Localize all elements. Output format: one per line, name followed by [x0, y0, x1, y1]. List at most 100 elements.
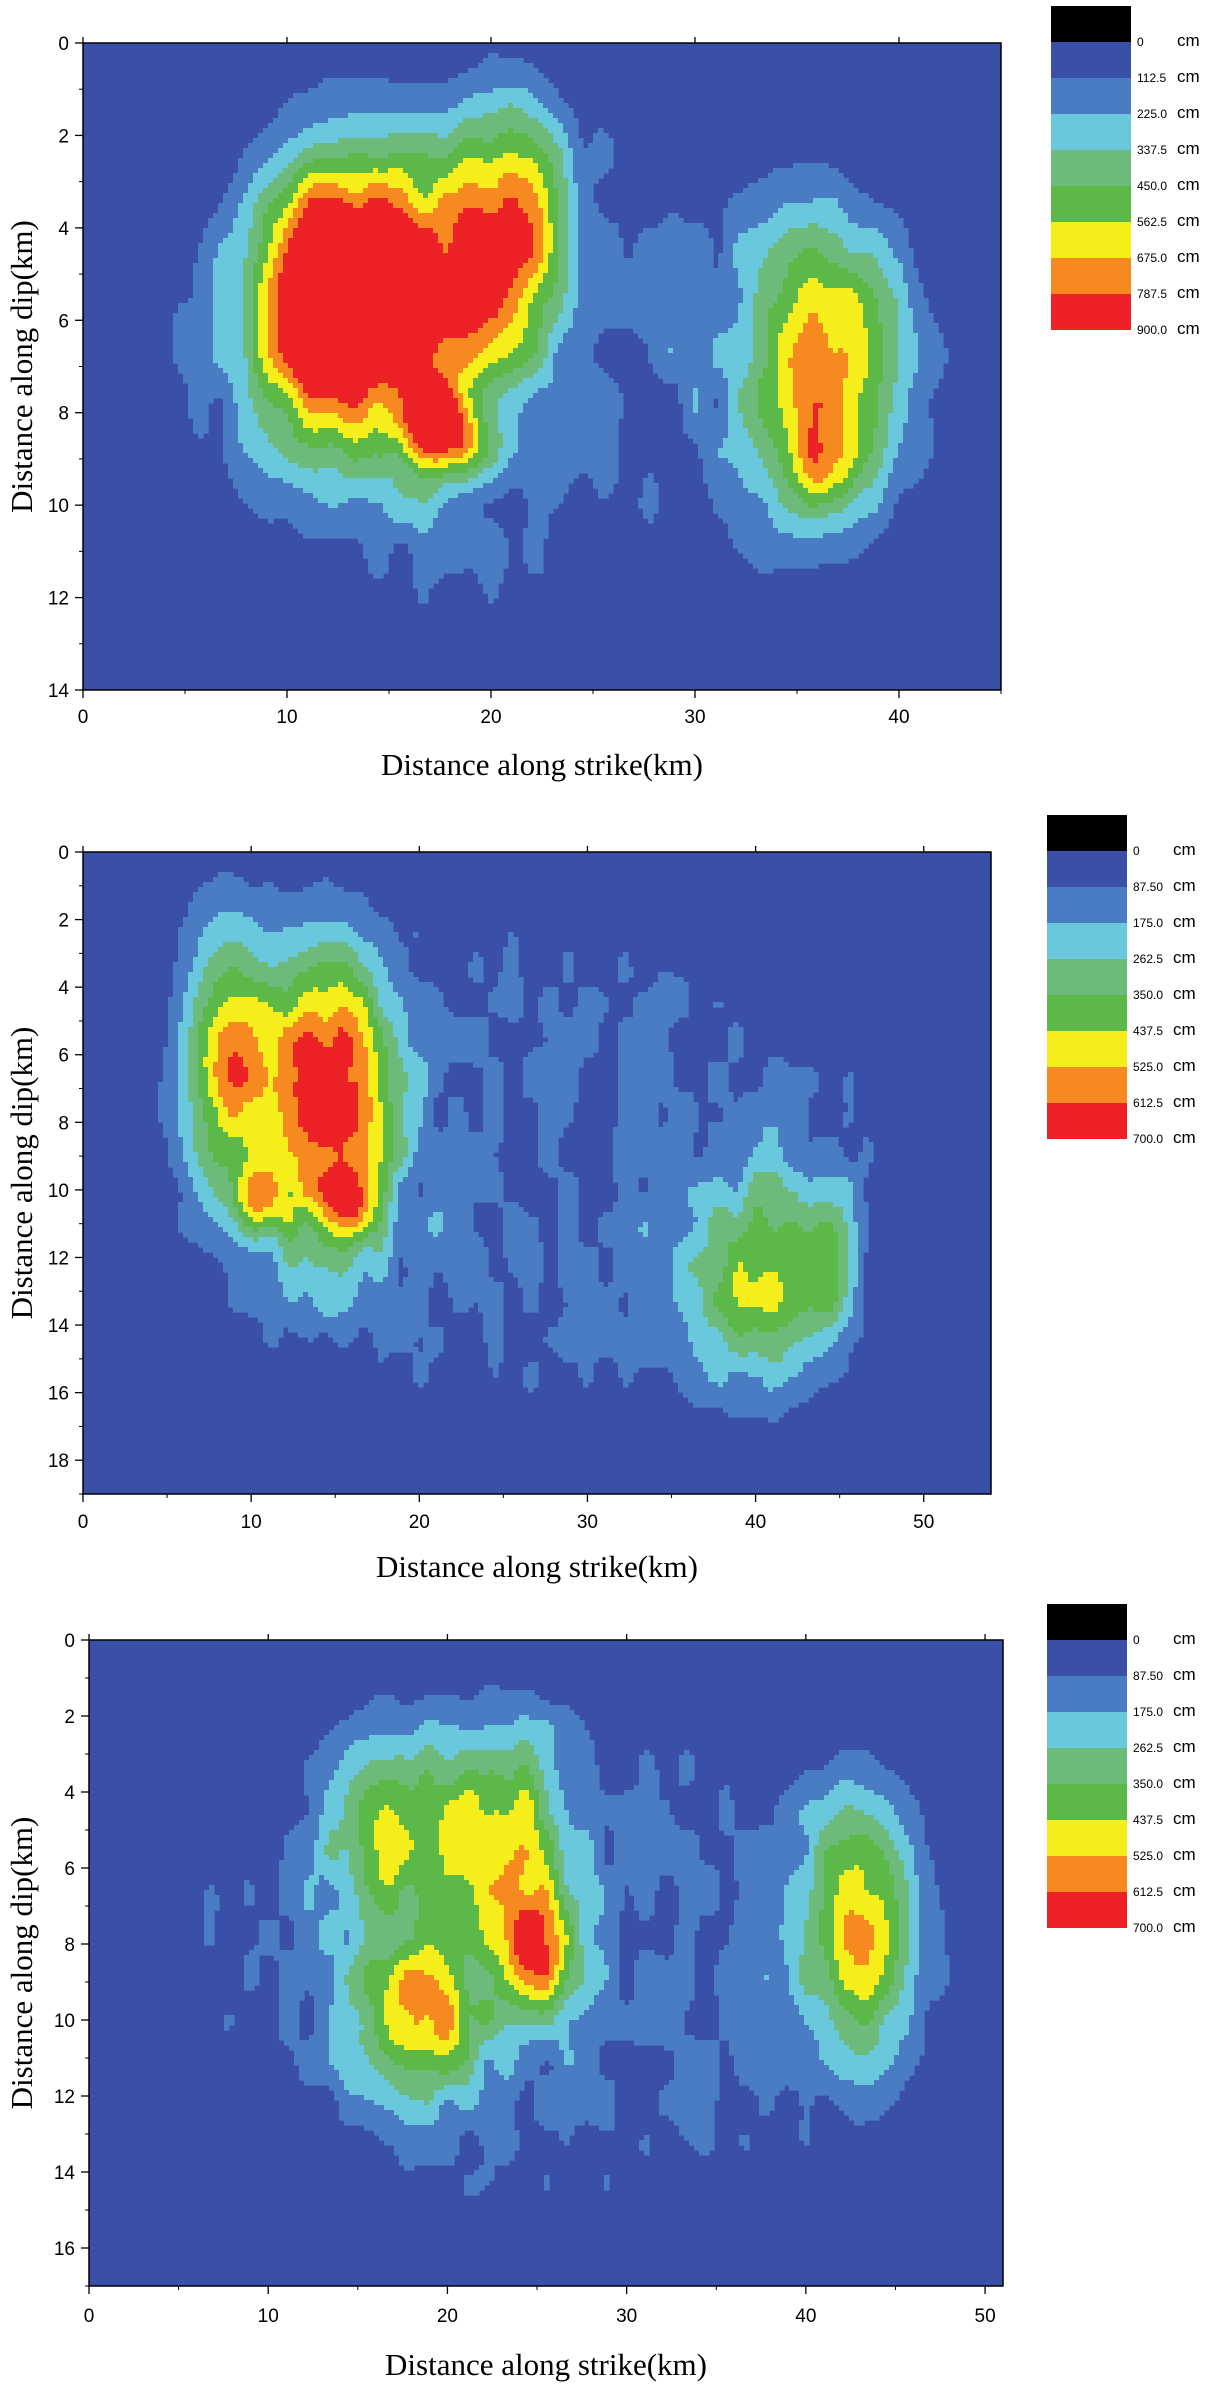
colorbar-unit-label: cm [1177, 247, 1200, 266]
colorbar-unit-label: cm [1177, 211, 1200, 230]
colorbar-unit-label: cm [1173, 1092, 1196, 1111]
colorbar-unit-label: cm [1173, 1881, 1196, 1900]
colorbar-swatch [1051, 42, 1131, 78]
colorbar-swatch [1051, 78, 1131, 114]
colorbar-level-label: 87.50 [1133, 1669, 1163, 1683]
colorbar-unit-label: cm [1173, 912, 1196, 931]
colorbar-swatch [1047, 815, 1127, 851]
x-tick-label: 40 [795, 2306, 816, 2327]
colorbar-level-label: 0 [1133, 844, 1140, 858]
colorbar-swatch [1047, 959, 1127, 995]
colorbar-swatch [1051, 186, 1131, 222]
x-tick-label: 30 [577, 1512, 598, 1533]
y-tick-label: 16 [48, 1384, 69, 1405]
colorbar-level-label: 450.0 [1137, 179, 1167, 193]
colorbar-swatch [1047, 1640, 1127, 1676]
colorbar-swatch [1051, 114, 1131, 150]
x-tick-label: 10 [241, 1512, 262, 1533]
x-tick-label: 50 [975, 2306, 996, 2327]
y-axis-title: Distance along dip(km) [4, 220, 39, 513]
colorbar-swatch [1051, 258, 1131, 294]
x-tick-label: 40 [888, 707, 909, 728]
colorbar-unit-label: cm [1173, 1056, 1196, 1075]
colorbar-level-label: 700.0 [1133, 1921, 1163, 1935]
y-tick-label: 14 [48, 681, 70, 702]
y-tick-label: 6 [64, 1859, 75, 1880]
colorbar-level-label: 525.0 [1133, 1849, 1163, 1863]
colorbar-unit-label: cm [1173, 840, 1196, 859]
colorbar-swatch [1047, 923, 1127, 959]
y-tick-label: 4 [58, 219, 69, 240]
colorbar-swatch [1051, 222, 1131, 258]
x-tick-label: 0 [78, 1512, 89, 1533]
colorbar-unit-label: cm [1173, 1665, 1196, 1684]
y-tick-label: 0 [58, 843, 69, 864]
y-tick-label: 2 [64, 1707, 75, 1728]
colorbar-level-label: 262.5 [1133, 952, 1163, 966]
x-tick-label: 20 [480, 707, 501, 728]
colorbar-unit-label: cm [1173, 1845, 1196, 1864]
y-tick-label: 4 [64, 1783, 75, 1804]
colorbar-level-label: 337.5 [1137, 143, 1167, 157]
y-axis-title: Distance along dip(km) [4, 1027, 39, 1320]
colorbar-unit-label: cm [1173, 1128, 1196, 1147]
colorbar-level-label: 175.0 [1133, 1705, 1163, 1719]
colorbar-unit-label: cm [1177, 139, 1200, 158]
colorbar-swatch [1047, 1820, 1127, 1856]
colorbar-unit-label: cm [1173, 1773, 1196, 1792]
y-tick-label: 10 [48, 496, 69, 517]
y-tick-label: 12 [48, 1248, 69, 1269]
colorbar-swatch [1047, 1784, 1127, 1820]
colorbar-level-label: 900.0 [1137, 323, 1167, 337]
colorbar-unit-label: cm [1173, 1020, 1196, 1039]
colorbar-swatch [1047, 1856, 1127, 1892]
colorbar-level-label: 525.0 [1133, 1060, 1163, 1074]
colorbar-level-label: 225.0 [1137, 107, 1167, 121]
colorbar-level-label: 112.5 [1137, 71, 1166, 85]
colorbar-swatch [1047, 1712, 1127, 1748]
colorbar-level-label: 787.5 [1137, 287, 1167, 301]
colorbar-swatch [1051, 150, 1131, 186]
y-axis-title: Distance along dip(km) [4, 1817, 39, 2110]
colorbar-swatch [1047, 887, 1127, 923]
colorbar-swatch [1047, 1892, 1127, 1928]
colorbar-swatch [1051, 6, 1131, 42]
x-tick-label: 20 [409, 1512, 430, 1533]
y-tick-label: 8 [58, 1113, 69, 1134]
y-tick-label: 10 [54, 2011, 75, 2032]
y-tick-label: 2 [58, 911, 69, 932]
colorbar-level-label: 0 [1133, 1633, 1140, 1647]
y-tick-label: 18 [48, 1451, 69, 1472]
colorbar-swatch [1047, 1604, 1127, 1640]
colorbar-level-label: 612.5 [1133, 1885, 1163, 1899]
colorbar-unit-label: cm [1177, 31, 1200, 50]
colorbar-unit-label: cm [1177, 103, 1200, 122]
y-tick-label: 8 [58, 404, 69, 425]
x-tick-label: 30 [684, 707, 705, 728]
y-tick-label: 6 [58, 311, 69, 332]
colorbar-level-label: 700.0 [1133, 1132, 1163, 1146]
colorbar-swatch [1047, 1748, 1127, 1784]
y-tick-label: 8 [64, 1935, 75, 1956]
colorbar-unit-label: cm [1177, 319, 1200, 338]
colorbar-swatch [1051, 294, 1131, 330]
y-tick-label: 12 [48, 589, 69, 610]
x-tick-label: 10 [258, 2306, 279, 2327]
x-axis-title: Distance along strike(km) [376, 1549, 698, 1584]
x-tick-label: 20 [437, 2306, 458, 2327]
x-tick-label: 0 [78, 707, 89, 728]
colorbar-unit-label: cm [1173, 984, 1196, 1003]
colorbar-swatch [1047, 1031, 1127, 1067]
colorbar-unit-label: cm [1173, 1809, 1196, 1828]
y-tick-label: 14 [54, 2163, 76, 2184]
y-tick-label: 6 [58, 1046, 69, 1067]
colorbar-unit-label: cm [1177, 67, 1200, 86]
